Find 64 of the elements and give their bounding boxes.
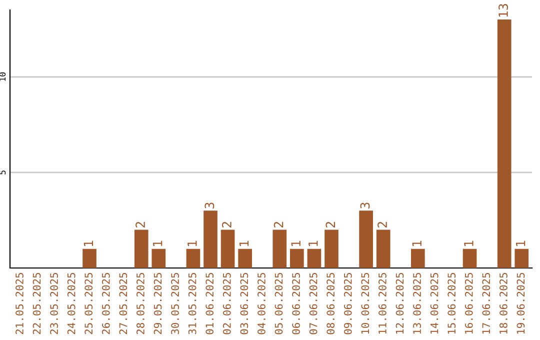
x-tick-label: 05.06.2025 bbox=[274, 273, 283, 334]
x-tick-label: 10.06.2025 bbox=[361, 273, 370, 334]
bar bbox=[359, 210, 373, 268]
x-tick-label: 07.06.2025 bbox=[309, 273, 318, 334]
bar bbox=[324, 230, 338, 268]
x-tick-label: 21.05.2025 bbox=[16, 273, 24, 334]
bar bbox=[462, 248, 477, 268]
bar bbox=[514, 248, 529, 268]
bar bbox=[82, 248, 96, 268]
bar bbox=[376, 230, 390, 268]
x-tick-label: 31.05.2025 bbox=[188, 273, 196, 334]
x-tick-label: 16.06.2025 bbox=[464, 273, 473, 334]
data-label: 1 bbox=[153, 240, 162, 246]
x-tick-label: 12.06.2025 bbox=[396, 273, 404, 334]
x-tick-label: 03.06.2025 bbox=[240, 273, 248, 334]
data-label: 13 bbox=[498, 4, 508, 17]
x-tick-label: 06.06.2025 bbox=[292, 273, 300, 334]
x-tick-label: 01.06.2025 bbox=[206, 273, 214, 334]
x-tick-label: 28.05.2025 bbox=[136, 273, 144, 334]
data-label: 1 bbox=[516, 240, 526, 246]
x-tick-label: 13.06.2025 bbox=[413, 273, 421, 334]
x-tick-label: 22.05.2025 bbox=[32, 273, 41, 334]
x-tick-label: 02.06.2025 bbox=[222, 273, 231, 334]
bar bbox=[290, 248, 304, 268]
data-label: 1 bbox=[84, 240, 93, 246]
x-tick-label: 09.06.2025 bbox=[344, 273, 352, 334]
data-label: 3 bbox=[360, 202, 370, 208]
bar bbox=[238, 248, 252, 268]
bar bbox=[307, 248, 322, 268]
x-tick-label: 24.05.2025 bbox=[67, 273, 76, 334]
bar bbox=[186, 248, 200, 268]
data-label: 2 bbox=[378, 222, 387, 228]
x-tick-label: 29.05.2025 bbox=[154, 273, 162, 334]
x-tick-label: 11.06.2025 bbox=[378, 273, 386, 334]
data-label: 1 bbox=[308, 240, 318, 246]
x-tick-label: 08.06.2025 bbox=[326, 273, 335, 334]
x-tick-label: 27.05.2025 bbox=[119, 273, 128, 334]
data-label: 2 bbox=[274, 222, 284, 228]
data-label: 1 bbox=[239, 240, 249, 246]
x-tick-label: 04.06.2025 bbox=[258, 273, 266, 334]
x-tick-label: 23.05.2025 bbox=[50, 273, 58, 334]
bar bbox=[272, 230, 287, 268]
data-label: 1 bbox=[464, 240, 474, 246]
x-tick-label: 15.06.2025 bbox=[448, 273, 456, 334]
x-tick-label: 26.05.2025 bbox=[102, 273, 110, 334]
data-label: 2 bbox=[222, 222, 232, 228]
data-label: 1 bbox=[291, 240, 300, 246]
x-tick-label: 17.06.2025 bbox=[482, 273, 490, 334]
data-label: 1 bbox=[412, 240, 422, 246]
bar bbox=[220, 230, 235, 268]
bar bbox=[134, 230, 148, 268]
x-tick-label: 19.06.2025 bbox=[516, 273, 525, 334]
bar bbox=[204, 210, 218, 268]
bar bbox=[152, 248, 166, 268]
x-tick-label: 14.06.2025 bbox=[430, 273, 438, 334]
x-tick-label: 30.05.2025 bbox=[171, 273, 179, 334]
x-tick-label: 25.05.2025 bbox=[84, 273, 93, 334]
data-label: 2 bbox=[326, 222, 335, 228]
data-label: 3 bbox=[204, 202, 214, 208]
data-label: 1 bbox=[188, 240, 197, 246]
x-tick-label: 18.06.2025 bbox=[500, 273, 508, 334]
bar bbox=[411, 248, 425, 268]
data-label: 2 bbox=[136, 222, 145, 228]
bar bbox=[497, 20, 512, 268]
